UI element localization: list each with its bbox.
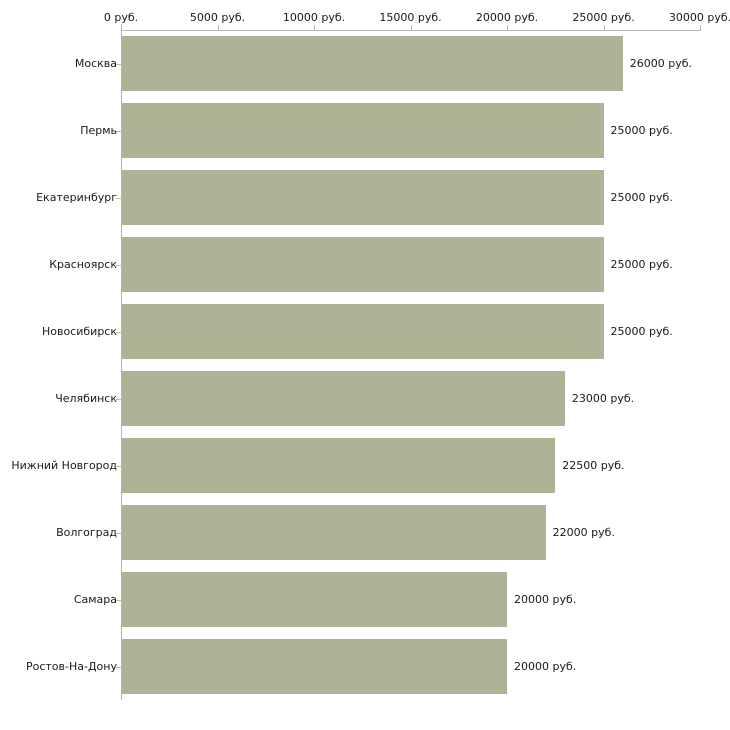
category-axis-label: Новосибирск <box>41 324 117 338</box>
value-axis-tick-label: 0 руб. <box>103 11 139 24</box>
bar[interactable] <box>122 36 623 91</box>
value-axis-tick-mark <box>121 25 122 31</box>
category-axis-tick-mark <box>116 64 121 65</box>
bar[interactable] <box>122 103 604 158</box>
bar[interactable] <box>122 237 604 292</box>
value-axis-tick-label: 25000 руб. <box>572 11 635 24</box>
category-axis-tick-mark <box>116 600 121 601</box>
bar[interactable] <box>122 170 604 225</box>
value-axis-tick-label: 20000 руб. <box>475 11 539 24</box>
category-axis-line <box>121 24 122 700</box>
category-axis-tick-mark <box>116 667 121 668</box>
bar[interactable] <box>122 371 565 426</box>
bar-value-label: 25000 руб. <box>610 257 673 271</box>
category-axis-label: Ростов-На-Дону <box>25 659 117 673</box>
category-axis-label: Самара <box>73 592 117 606</box>
bar-value-label: 26000 руб. <box>629 56 693 70</box>
category-axis-label: Пермь <box>80 123 117 137</box>
category-axis-label: Екатеринбург <box>36 190 117 204</box>
value-axis-tick-label: 30000 руб. <box>668 11 730 24</box>
bar-value-label: 25000 руб. <box>610 123 673 137</box>
value-axis-tick-label: 15000 руб. <box>379 11 442 24</box>
bar[interactable] <box>122 639 507 694</box>
category-axis-tick-mark <box>116 399 121 400</box>
value-axis-tick-label: 5000 руб. <box>189 11 246 24</box>
bar-value-label: 25000 руб. <box>610 324 673 338</box>
bar-value-label: 20000 руб. <box>514 659 577 673</box>
category-axis-label: Красноярск <box>49 257 117 271</box>
category-axis-tick-mark <box>116 265 121 266</box>
value-axis-tick-mark <box>700 25 701 31</box>
category-axis-label: Москва <box>74 56 117 70</box>
bar-value-label: 22500 руб. <box>562 458 625 472</box>
category-axis-label: Челябинск <box>55 391 117 405</box>
bar[interactable] <box>122 572 507 627</box>
value-axis-tick-mark <box>314 25 315 31</box>
category-axis-tick-mark <box>116 533 121 534</box>
category-axis-tick-mark <box>116 131 121 132</box>
value-axis-tick-mark <box>410 25 412 31</box>
value-axis-tick-mark <box>507 25 508 31</box>
category-axis-label: Волгоград <box>56 525 117 539</box>
category-axis-tick-mark <box>116 332 121 333</box>
bar-value-label: 25000 руб. <box>610 190 673 204</box>
bar[interactable] <box>122 438 556 493</box>
bar[interactable] <box>122 304 604 359</box>
bar-value-label: 20000 руб. <box>514 592 577 606</box>
value-axis-tick-mark <box>217 25 219 31</box>
category-axis-tick-mark <box>116 198 121 199</box>
bar-value-label: 23000 руб. <box>571 391 635 405</box>
bar-value-label: 22000 руб. <box>552 525 615 539</box>
category-axis-tick-mark <box>116 466 121 467</box>
category-axis-label: Нижний Новгород <box>11 458 117 472</box>
bar[interactable] <box>122 505 546 560</box>
value-axis-tick-mark <box>603 25 605 31</box>
value-axis-tick-label: 10000 руб. <box>282 11 346 24</box>
